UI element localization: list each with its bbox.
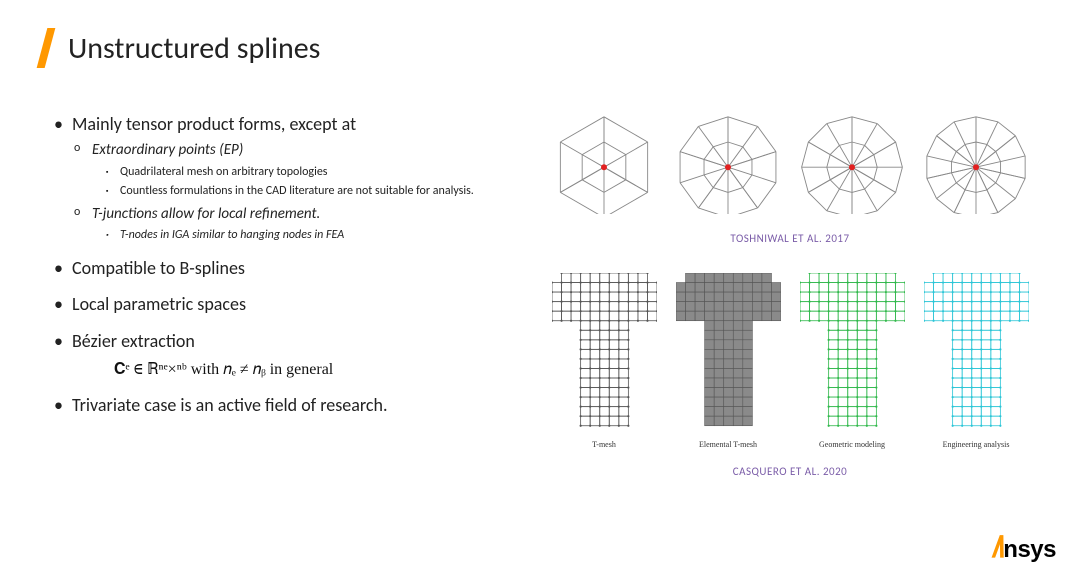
formula: 𝐂ᵉ ∈ ℝⁿᵉ×ⁿᵇ with 𝑛ₑ ≠ 𝑛ᵦ in general <box>114 359 522 381</box>
bottom-figure-item: T-mesh <box>552 273 657 449</box>
title-row: Unstructured splines <box>42 28 1038 68</box>
bullet-1a-i: Quadrilateral mesh on arbitrary topologi… <box>92 164 522 181</box>
ep-mesh-figure <box>792 112 912 214</box>
logo-text: nsys <box>1003 536 1056 564</box>
bullet-1: Mainly tensor product forms, except at E… <box>50 112 522 244</box>
logo-slash-icon: /\ <box>990 531 1005 565</box>
bullet-1-text: Mainly tensor product forms, except at <box>72 113 356 135</box>
cross-mesh-figure <box>800 273 905 436</box>
title-accent-bar <box>37 28 56 68</box>
ep-mesh-figure <box>544 112 664 214</box>
figure-caption: Geometric modeling <box>819 440 885 449</box>
cross-mesh-figure <box>924 273 1029 436</box>
figure-caption: Elemental T-mesh <box>699 440 757 449</box>
ansys-logo: /\ nsys <box>993 531 1056 565</box>
bullet-1b-text: T-junctions allow for local refinement. <box>92 205 320 223</box>
content-row: Mainly tensor product forms, except at E… <box>42 112 1038 478</box>
cross-mesh-figure <box>552 273 657 436</box>
figure-caption: T-mesh <box>592 440 616 449</box>
bottom-figure-item: Geometric modeling <box>800 273 905 449</box>
bullet-2: Compatible to B-splines <box>50 256 522 280</box>
bottom-figure-row: T-mesh Elemental T-mesh Geometric modeling… <box>542 273 1038 449</box>
right-column: TOSHNIWAL ET AL. 2017 T-mesh Elemental T-… <box>542 112 1038 478</box>
bullet-1a: Extraordinary points (EP) Quadrilateral … <box>72 140 522 200</box>
bottom-figure-item: Engineering analysis <box>924 273 1029 449</box>
bullet-1a-text: Extraordinary points (EP) <box>92 141 243 159</box>
top-figure-row <box>542 112 1038 214</box>
left-column: Mainly tensor product forms, except at E… <box>42 112 522 478</box>
figure-caption: Engineering analysis <box>943 440 1010 449</box>
bullet-3: Local parametric spaces <box>50 292 522 316</box>
bullet-5: Trivariate case is an active field of re… <box>50 393 522 417</box>
bullet-1b-i: T-nodes in IGA similar to hanging nodes … <box>92 227 522 244</box>
bullet-4: Bézier extraction 𝐂ᵉ ∈ ℝⁿᵉ×ⁿᵇ with 𝑛ₑ ≠ … <box>50 329 522 381</box>
bottom-figure-item: Elemental T-mesh <box>676 273 781 449</box>
citation-bottom: CASQUERO ET AL. 2020 <box>542 465 1038 478</box>
citation-top: TOSHNIWAL ET AL. 2017 <box>542 232 1038 245</box>
bullet-1b: T-junctions allow for local refinement. … <box>72 204 522 244</box>
ep-mesh-figure <box>668 112 788 214</box>
ep-mesh-figure <box>916 112 1036 214</box>
slide-title: Unstructured splines <box>68 30 320 67</box>
cross-mesh-figure <box>676 273 781 436</box>
bullet-4-text: Bézier extraction <box>72 330 195 352</box>
bullet-1a-ii: Countless formulations in the CAD litera… <box>92 183 522 200</box>
